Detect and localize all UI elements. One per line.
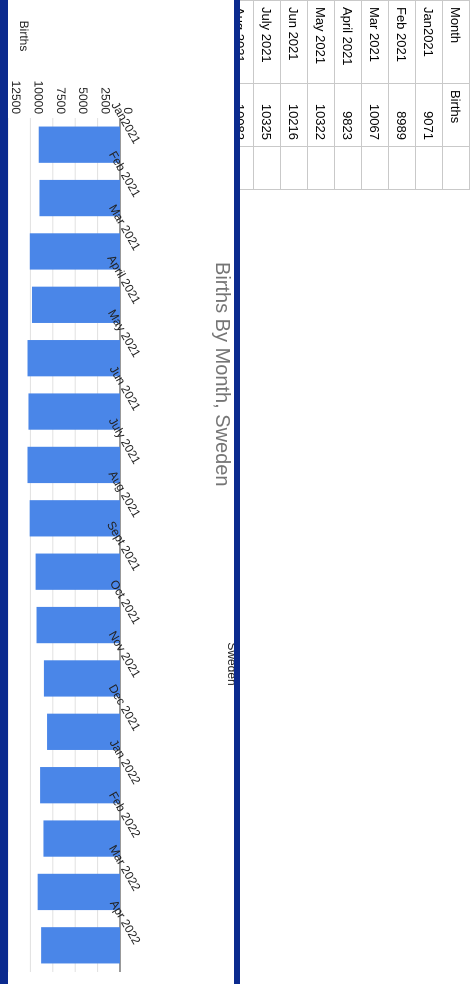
- empty-cell[interactable]: [361, 146, 389, 190]
- cell-births[interactable]: 9071: [415, 83, 443, 147]
- table-header-row: Month Births: [442, 0, 470, 190]
- chart-area: 0 2500 5000 7500 10000 12500 Jan2021 Feb 2021 Ma…: [8, 0, 234, 984]
- bar: [31, 286, 120, 323]
- cell-births[interactable]: 10216: [280, 83, 308, 147]
- cell-month[interactable]: July 2021: [253, 0, 281, 84]
- cell-births[interactable]: 8989: [388, 83, 416, 147]
- table-row: April 2021 9823: [334, 0, 362, 190]
- y-tick-label: 5000: [76, 87, 90, 114]
- bar: [36, 606, 120, 644]
- empty-cell[interactable]: [253, 146, 281, 190]
- cell-births[interactable]: 10325: [253, 83, 281, 147]
- bar: [37, 873, 120, 911]
- cell-month[interactable]: Jan2021: [415, 0, 443, 84]
- bar: [38, 126, 121, 163]
- bar: [43, 820, 120, 857]
- empty-cell[interactable]: [307, 146, 335, 190]
- table-row: July 2021 10325: [253, 0, 281, 190]
- x-axis-label: Sweden: [225, 642, 234, 685]
- bar-layer: [27, 126, 121, 964]
- bar: [40, 767, 120, 804]
- empty-cell[interactable]: [415, 146, 443, 190]
- cell-month[interactable]: April 2021: [334, 0, 362, 84]
- table-row: Mar 2021 10067: [361, 0, 389, 190]
- cell-births[interactable]: 9823: [334, 83, 362, 147]
- cell-month[interactable]: Feb 2021: [388, 0, 416, 84]
- chart-title: Births By Month, Sweden: [211, 262, 233, 487]
- y-tick-label: 7500: [54, 87, 68, 114]
- rotated-content: Month Births Jan2021 9071 Feb 2021 8989 Mar …: [8, 0, 470, 984]
- bar: [35, 553, 121, 590]
- empty-cell[interactable]: [388, 146, 416, 190]
- table-row: Jan2021 9071: [415, 0, 443, 190]
- bar: [43, 660, 120, 697]
- y-tick-label: 0: [121, 107, 135, 114]
- bar: [28, 393, 121, 430]
- table-row: Feb 2021 8989: [388, 0, 416, 190]
- table-row: Jun 2021 10216: [280, 0, 308, 190]
- cell-births[interactable]: 10067: [361, 83, 389, 147]
- empty-cell[interactable]: [280, 146, 308, 190]
- spreadsheet: Month Births Jan2021 9071 Feb 2021 8989 Mar …: [10, 0, 470, 984]
- cell-month[interactable]: May 2021: [307, 0, 335, 84]
- cell-births[interactable]: 10322: [307, 83, 335, 147]
- cell-month[interactable]: Jun 2021: [280, 0, 308, 84]
- bar: [29, 233, 120, 270]
- y-tick-label: 10000: [31, 81, 45, 115]
- header-month[interactable]: Month: [442, 0, 470, 84]
- header-births[interactable]: Births: [442, 83, 470, 147]
- bar: [29, 500, 120, 537]
- sheet-divider: [234, 0, 240, 984]
- y-tick-label: 12500: [9, 81, 23, 115]
- bar: [39, 179, 121, 217]
- bar: [47, 713, 120, 750]
- bar: [41, 927, 120, 964]
- cell-month[interactable]: Mar 2021: [361, 0, 389, 84]
- y-tick-label: 2500: [99, 87, 113, 114]
- table-row: May 2021 10322: [307, 0, 335, 190]
- bar: [27, 446, 121, 484]
- empty-cell[interactable]: [334, 146, 362, 190]
- bar: [27, 340, 121, 377]
- y-axis-label: Births: [17, 21, 31, 52]
- empty-cell[interactable]: [442, 146, 470, 190]
